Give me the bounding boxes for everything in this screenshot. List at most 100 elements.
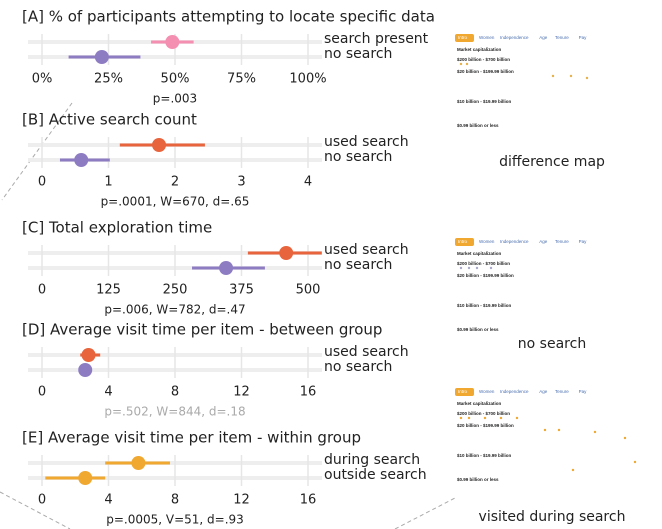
dot xyxy=(74,153,88,167)
thumb-dot xyxy=(516,417,518,419)
connector xyxy=(395,498,455,529)
tab: Intro xyxy=(458,239,468,244)
row-label: $20 billion - $199.99 billion xyxy=(457,69,514,74)
x-tick-label: 500 xyxy=(296,283,321,298)
thumb-dot xyxy=(634,461,636,463)
dot xyxy=(152,138,166,152)
tab: Age xyxy=(539,239,548,244)
legend-label: used search xyxy=(324,134,409,150)
row-label: $0.99 billion or less xyxy=(457,327,499,332)
figure: [A] % of participants attempting to loca… xyxy=(0,0,662,529)
tab: Tenure xyxy=(555,239,569,244)
thumb-dot xyxy=(586,77,588,79)
thumb-dot xyxy=(460,267,462,269)
caption: p=.003 xyxy=(153,92,197,106)
x-tick-label: 25% xyxy=(94,72,123,87)
x-tick-label: 16 xyxy=(300,385,317,400)
tab: Women xyxy=(479,389,495,394)
x-tick-label: 3 xyxy=(237,175,245,190)
tab: Pay xyxy=(579,239,588,244)
caption: p=.502, W=844, d=.18 xyxy=(104,405,245,419)
row-label: $0.99 billion or less xyxy=(457,123,499,128)
x-tick-label: 50% xyxy=(161,72,190,87)
legend-label: search present xyxy=(324,31,429,47)
legend-label: during search xyxy=(324,452,420,468)
dot xyxy=(95,50,109,64)
x-tick-label: 2 xyxy=(171,175,179,190)
caption: p=.006, W=782, d=.47 xyxy=(104,303,245,317)
tab: Tenure xyxy=(555,35,569,40)
tab: Pay xyxy=(579,389,588,394)
panel-title: [D] Average visit time per item - betwee… xyxy=(22,321,382,339)
tab: Intro xyxy=(458,389,468,394)
dot xyxy=(78,363,92,377)
x-tick-label: 0 xyxy=(38,385,46,400)
tab: Tenure xyxy=(555,389,569,394)
dot xyxy=(165,35,179,49)
dot xyxy=(78,471,92,485)
panel-title: [B] Active search count xyxy=(22,111,197,129)
tab: Age xyxy=(539,389,548,394)
x-tick-label: 375 xyxy=(229,283,254,298)
dot xyxy=(279,246,293,260)
tab: Women xyxy=(479,35,495,40)
x-tick-label: 8 xyxy=(171,385,179,400)
tab: Age xyxy=(539,35,548,40)
x-tick-label: 12 xyxy=(233,493,250,508)
x-tick-label: 8 xyxy=(171,493,179,508)
row-label: $200 billion - $700 billion xyxy=(457,411,510,416)
thumb-dot xyxy=(594,431,596,433)
thumb-dot xyxy=(624,437,626,439)
panel-title: [A] % of participants attempting to loca… xyxy=(22,8,435,26)
caption: p=.0005, V=51, d=.93 xyxy=(106,513,244,527)
legend-label: no search xyxy=(324,149,392,165)
thumb-dot xyxy=(468,417,470,419)
heading: Market capitalization xyxy=(457,47,502,52)
thumb-dot xyxy=(460,63,462,65)
heading: Market capitalization xyxy=(457,401,502,406)
x-tick-label: 100% xyxy=(289,72,326,87)
x-tick-label: 16 xyxy=(300,493,317,508)
thumbnail: Intro Women Independence Age Tenure Pay Market… xyxy=(455,238,587,332)
legend-label: used search xyxy=(324,242,409,258)
thumb-dot xyxy=(490,267,492,269)
dot xyxy=(82,348,96,362)
thumbnail-label: no search xyxy=(518,336,586,352)
row-label: $20 billion - $199.99 billion xyxy=(457,423,514,428)
caption: p=.0001, W=670, d=.65 xyxy=(101,195,250,209)
thumb-dot xyxy=(572,469,574,471)
tab: Independence xyxy=(500,35,529,40)
row-label: $10 billion - $19.99 billion xyxy=(457,99,512,104)
thumbnail-label: visited during search xyxy=(479,509,626,525)
x-tick-label: 0 xyxy=(38,175,46,190)
tab: Independence xyxy=(500,239,529,244)
row-label: $0.99 billion or less xyxy=(457,477,499,482)
thumb-dot xyxy=(460,417,462,419)
legend-label: outside search xyxy=(324,467,427,483)
x-tick-label: 0 xyxy=(38,493,46,508)
connector xyxy=(0,492,70,529)
row-label: $200 billion - $700 billion xyxy=(457,57,510,62)
thumbnail-label: difference map xyxy=(499,154,605,170)
x-tick-label: 4 xyxy=(104,493,112,508)
tab: Independence xyxy=(500,389,529,394)
thumb-dot xyxy=(570,75,572,77)
thumb-dot xyxy=(468,267,470,269)
thumb-dot xyxy=(544,429,546,431)
x-tick-label: 0 xyxy=(38,283,46,298)
x-tick-label: 12 xyxy=(233,385,250,400)
row-label: $10 billion - $19.99 billion xyxy=(457,453,512,458)
thumb-dot xyxy=(558,429,560,431)
thumb-dot xyxy=(552,75,554,77)
x-tick-label: 250 xyxy=(163,283,188,298)
x-tick-label: 125 xyxy=(96,283,121,298)
x-tick-label: 1 xyxy=(104,175,112,190)
thumbnail: Intro Women Independence Age Tenure Pay Market… xyxy=(455,388,662,482)
legend-label: no search xyxy=(324,46,392,62)
dot xyxy=(219,261,233,275)
thumb-dot xyxy=(484,417,486,419)
tab: Women xyxy=(479,239,495,244)
heading: Market capitalization xyxy=(457,251,502,256)
thumb-dot xyxy=(466,63,468,65)
x-tick-label: 0% xyxy=(32,72,53,87)
